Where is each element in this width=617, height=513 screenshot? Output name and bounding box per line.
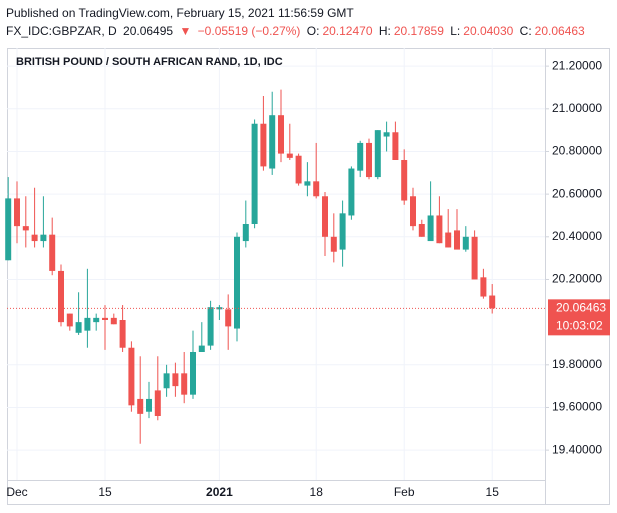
last-price-label: 20.06463 xyxy=(556,301,606,315)
y-tick-label: 20.60000 xyxy=(552,186,602,200)
candle-body xyxy=(278,115,284,154)
candle-body xyxy=(163,373,170,389)
quote-line: FX_IDC:GBPZAR, D 20.06495 ▼ −0.05519 (−0… xyxy=(6,22,588,40)
candle-body xyxy=(366,142,372,178)
x-tick-label: 15 xyxy=(486,485,500,499)
c-value: 20.06463 xyxy=(534,24,585,38)
candle-body xyxy=(454,230,460,250)
candle-body xyxy=(471,236,478,280)
candle-body xyxy=(93,317,100,323)
o-label: O: xyxy=(306,24,320,38)
candle-body xyxy=(66,313,73,327)
candle-body xyxy=(31,234,38,242)
y-tick-label: 19.60000 xyxy=(552,400,602,414)
countdown-label: 10:03:02 xyxy=(556,319,603,333)
y-tick-label: 20.40000 xyxy=(552,229,602,243)
candle-body xyxy=(154,390,161,416)
candle-body xyxy=(260,123,267,167)
x-tick-label: Dec xyxy=(6,485,27,499)
o-value: 20.12470 xyxy=(322,24,373,38)
candle-body xyxy=(234,236,240,329)
candle-body xyxy=(489,295,496,309)
last-price-box xyxy=(548,299,610,336)
candle-body xyxy=(401,160,408,201)
candle-body xyxy=(49,234,56,271)
l-value: 20.04030 xyxy=(463,24,514,38)
candle-body xyxy=(418,224,425,237)
candle-body xyxy=(339,213,346,250)
published-line: Published on TradingView.com, February 1… xyxy=(6,6,354,20)
candle-body xyxy=(22,226,29,231)
candle-body xyxy=(348,168,355,216)
candle-body xyxy=(330,236,337,252)
candle-body xyxy=(172,373,179,387)
candle-body xyxy=(216,307,223,310)
h-value: 20.17859 xyxy=(393,24,444,38)
candle-body xyxy=(137,398,144,414)
arrow: ▼ xyxy=(179,24,192,38)
candle-body xyxy=(410,196,416,227)
x-tick-label: 18 xyxy=(310,485,324,499)
candle-body xyxy=(313,181,320,197)
x-tick-label: 2021 xyxy=(206,485,233,499)
y-tick-label: 19.80000 xyxy=(552,357,602,371)
candle-body xyxy=(436,215,443,244)
candle-body xyxy=(5,198,12,261)
x-tick-label: 15 xyxy=(98,485,112,499)
header: Published on TradingView.com, February 1… xyxy=(6,4,588,40)
candle-body xyxy=(198,345,205,352)
price: 20.06495 xyxy=(123,24,174,38)
candle-body xyxy=(383,132,390,137)
candle-body xyxy=(427,215,434,242)
l-label: L: xyxy=(450,24,461,38)
candle-body xyxy=(304,181,311,186)
chart-frame xyxy=(7,48,610,505)
y-tick-label: 19.40000 xyxy=(552,442,602,456)
candle-body xyxy=(110,317,117,325)
candle-body xyxy=(84,317,91,331)
candle-body xyxy=(225,309,232,327)
change: −0.05519 (−0.27%) xyxy=(197,24,301,38)
candle-body xyxy=(207,307,214,346)
candle-body xyxy=(295,155,302,184)
candle-body xyxy=(462,236,469,250)
candle-body xyxy=(75,322,82,333)
candle-body xyxy=(242,224,249,242)
x-tick-label: Feb xyxy=(394,485,415,499)
y-tick-label: 20.80000 xyxy=(552,144,602,158)
candle-body xyxy=(102,317,108,320)
chart-title: BRITISH POUND / SOUTH AFRICAN RAND, 1D, … xyxy=(16,56,283,68)
candle-body xyxy=(322,196,328,237)
candle-body xyxy=(251,123,258,224)
candle-body xyxy=(119,320,126,348)
h-label: H: xyxy=(378,24,391,38)
candle-body xyxy=(374,130,381,178)
symbol: FX_IDC:GBPZAR, D xyxy=(6,24,117,38)
candle-body xyxy=(190,352,196,395)
candle-body xyxy=(58,270,64,323)
candle-body xyxy=(181,373,188,395)
candle-body xyxy=(146,398,152,412)
candle-body xyxy=(40,234,47,242)
y-tick-label: 20.20000 xyxy=(552,272,602,286)
candle-body xyxy=(286,153,293,158)
y-tick-label: 21.20000 xyxy=(552,58,602,72)
candle-body xyxy=(480,277,487,297)
c-label: C: xyxy=(519,24,532,38)
candle-body xyxy=(392,132,399,160)
candle-body xyxy=(357,142,364,171)
candle-body xyxy=(128,347,135,406)
y-tick-label: 21.00000 xyxy=(552,101,602,115)
candle-body xyxy=(14,198,20,227)
candle-body xyxy=(445,232,452,248)
candle-body xyxy=(269,115,276,169)
